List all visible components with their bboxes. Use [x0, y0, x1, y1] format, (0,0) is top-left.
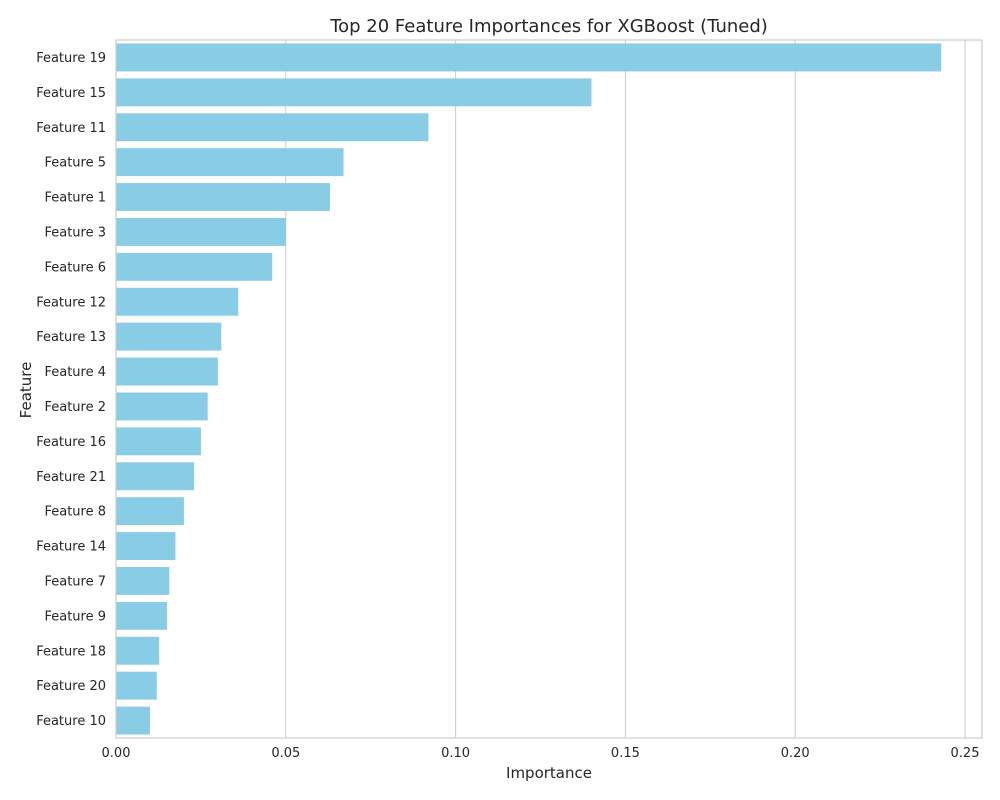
bar: [116, 43, 942, 72]
y-axis-label: Feature: [17, 362, 35, 419]
bar: [116, 252, 273, 281]
bar: [116, 462, 195, 491]
bar: [116, 217, 286, 246]
y-tick-labels: Feature 19 Feature 15 Feature 11 Feature 5 F…: [36, 51, 106, 729]
y-tick-label: Feature 11: [36, 121, 106, 136]
gridlines: [115, 40, 966, 738]
bar: [116, 183, 330, 212]
bar: [116, 357, 218, 386]
x-axis-label: Importance: [506, 764, 592, 782]
x-tick-labels: 0.00 0.05 0.10 0.15 0.20 0.25: [102, 746, 980, 761]
bar: [116, 706, 150, 735]
bar: [116, 671, 157, 700]
y-tick-label: Feature 19: [36, 51, 106, 66]
bar: [116, 113, 429, 142]
bars: [116, 43, 942, 735]
bar: [116, 636, 160, 665]
y-tick-label: Feature 3: [44, 225, 106, 240]
y-tick-label: Feature 2: [44, 400, 106, 415]
x-tick-label: 0.00: [102, 746, 131, 761]
y-tick-label: Feature 1: [44, 191, 106, 206]
y-tick-label: Feature 6: [44, 260, 106, 275]
y-tick-label: Feature 8: [44, 505, 106, 520]
y-tick-label: Feature 7: [44, 574, 106, 589]
y-tick-label: Feature 16: [36, 435, 106, 450]
bar: [116, 287, 239, 316]
y-tick-label: Feature 15: [36, 86, 106, 101]
y-tick-label: Feature 21: [36, 470, 106, 485]
bar: [116, 601, 167, 630]
chart-title: Top 20 Feature Importances for XGBoost (…: [329, 16, 768, 37]
y-tick-label: Feature 20: [36, 679, 106, 694]
y-tick-label: Feature 13: [36, 330, 106, 345]
x-tick-label: 0.20: [781, 746, 810, 761]
bar: [116, 78, 592, 107]
bar: [116, 566, 170, 595]
y-tick-label: Feature 5: [44, 156, 106, 171]
x-tick-label: 0.15: [611, 746, 640, 761]
bar: [116, 497, 184, 526]
y-tick-label: Feature 12: [36, 295, 106, 310]
y-tick-label: Feature 4: [44, 365, 106, 380]
y-tick-label: Feature 14: [36, 540, 106, 555]
bar: [116, 148, 344, 177]
plot-frame: [115, 39, 983, 739]
x-tick-label: 0.05: [271, 746, 300, 761]
x-tick-label: 0.10: [441, 746, 470, 761]
y-tick-label: Feature 9: [44, 609, 106, 624]
y-tick-label: Feature 10: [36, 714, 106, 729]
bar: [116, 392, 208, 421]
bar: [116, 322, 222, 351]
y-tick-label: Feature 18: [36, 644, 106, 659]
bar: [116, 532, 176, 561]
bar: [116, 427, 201, 456]
x-tick-label: 0.25: [951, 746, 980, 761]
